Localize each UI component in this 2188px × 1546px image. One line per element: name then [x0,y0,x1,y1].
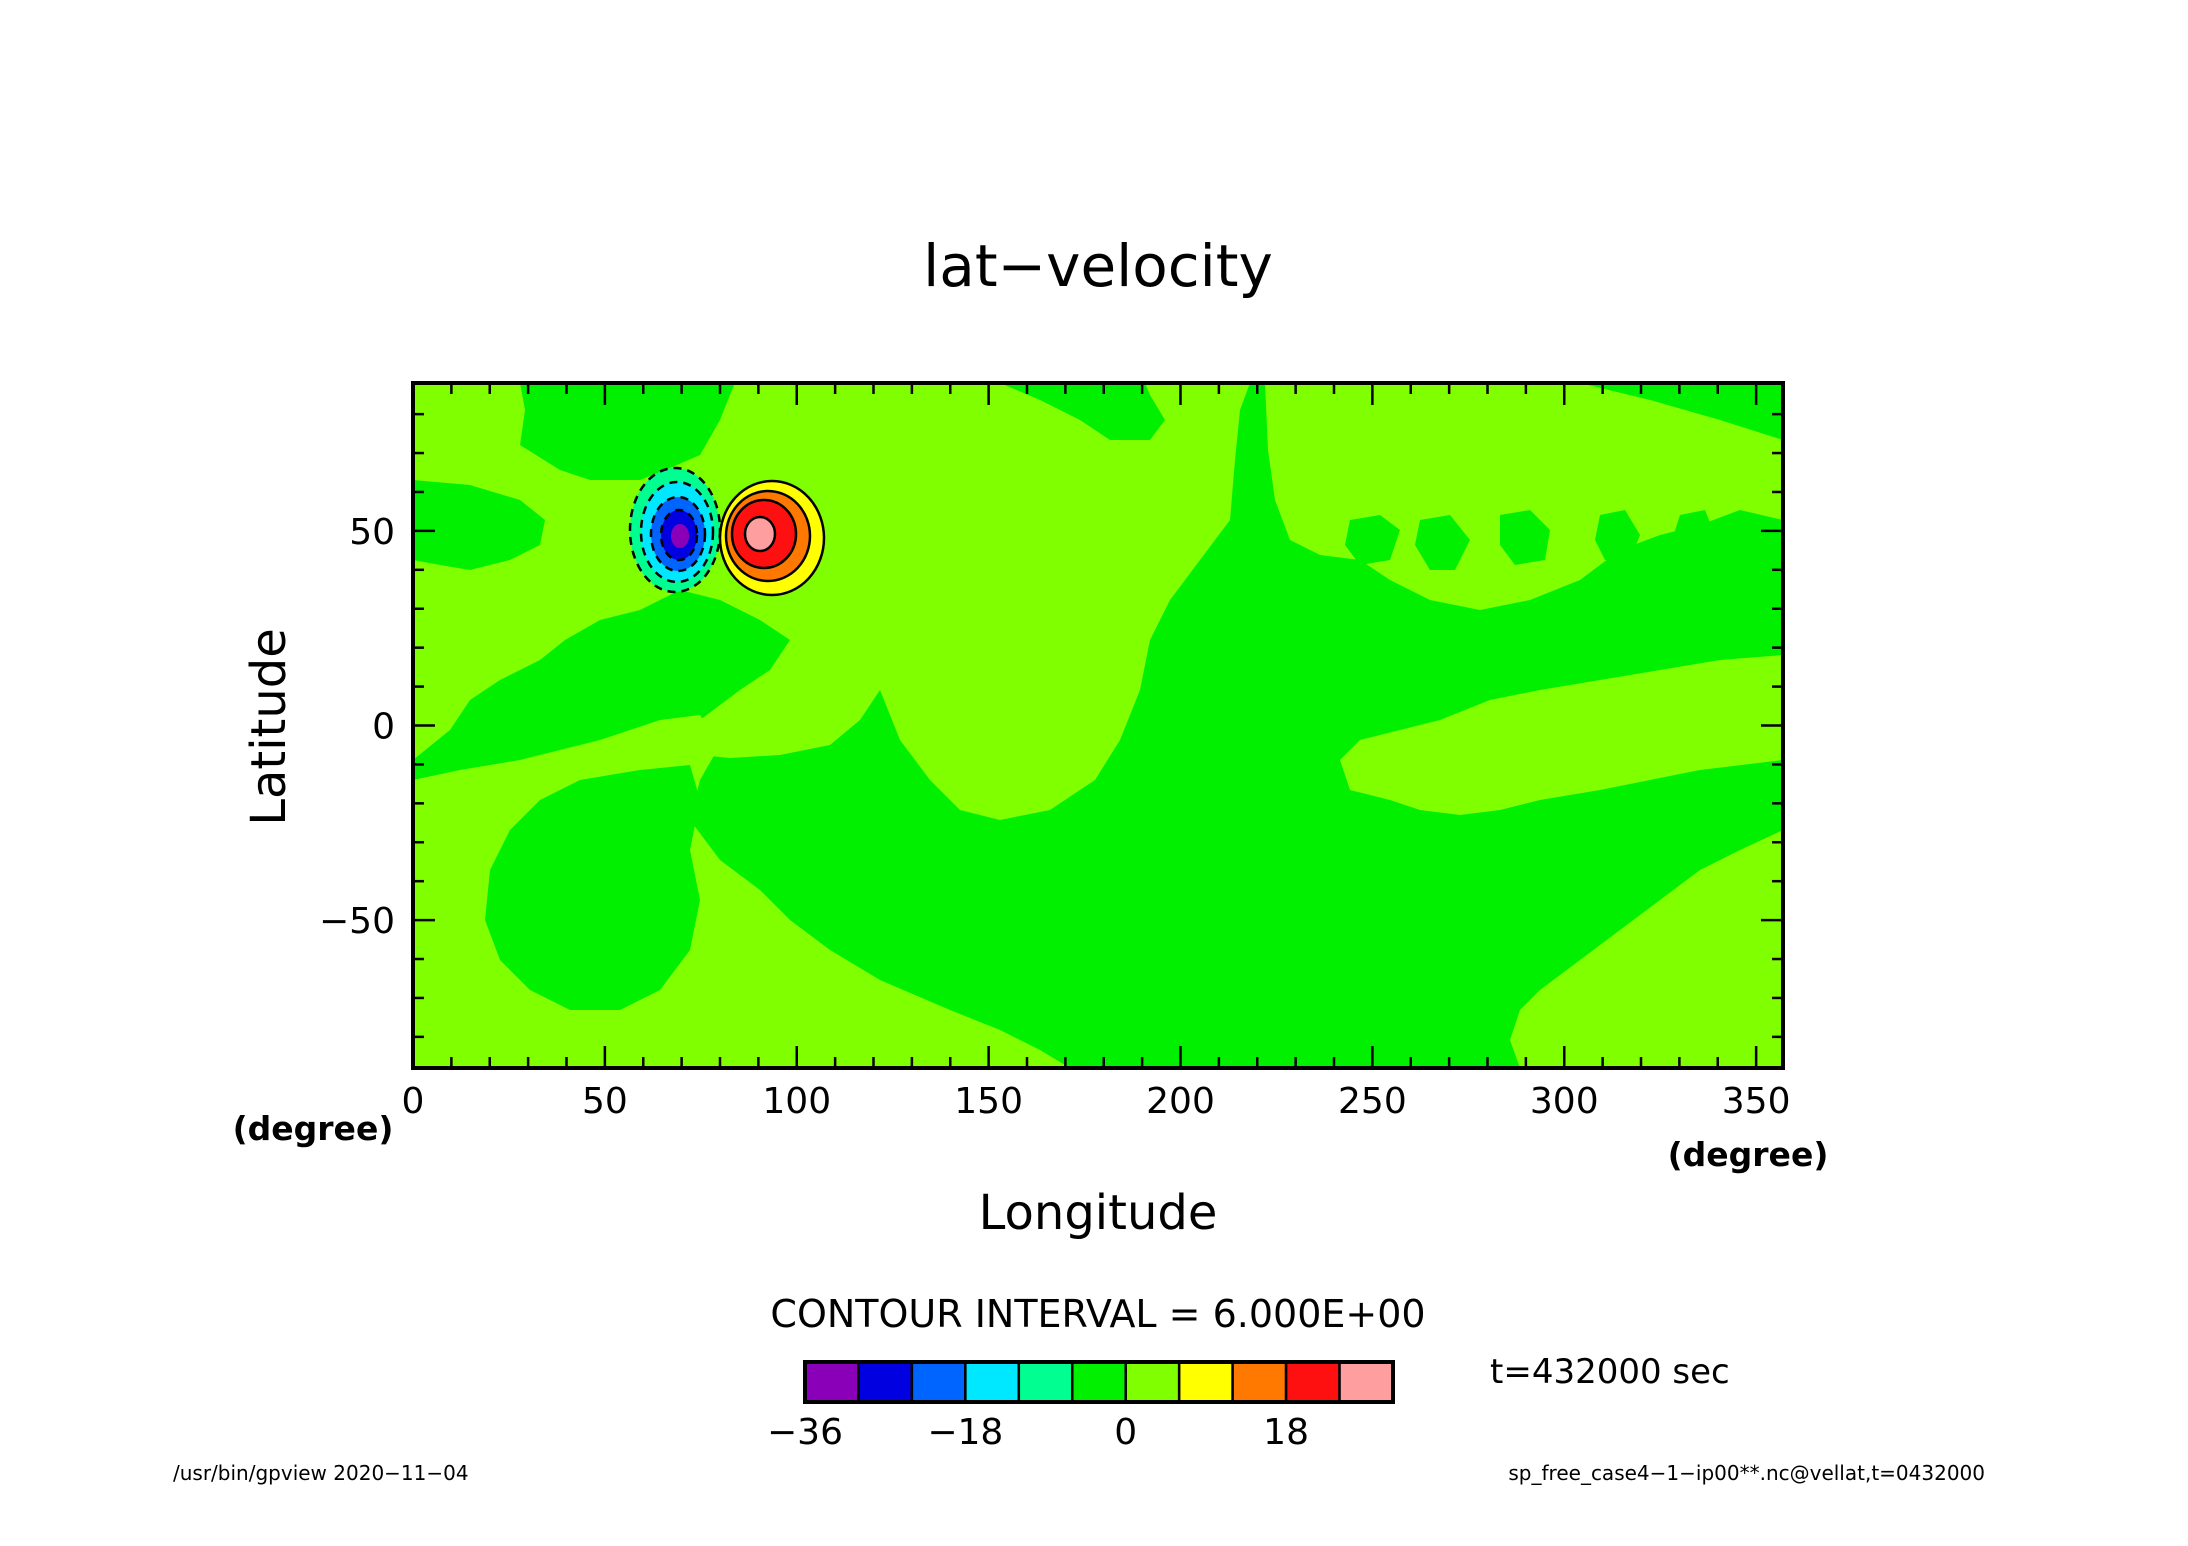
x-tick-label: 250 [1338,1081,1407,1122]
region-positive-east-upper [1265,383,1783,610]
island-northwest [413,480,545,570]
axis-ticks [411,383,1783,1068]
x-tick-label: 200 [1146,1081,1215,1122]
colorbar-frame [803,1360,1395,1404]
x-tick-labels: 0 50 100 150 200 250 300 350 [402,1081,1791,1122]
colorbar-tick-label: 18 [1263,1412,1309,1453]
colorbar-swatch [1231,1360,1288,1404]
island-southwest [485,765,700,1010]
colorbar-swatch [1017,1360,1074,1404]
colorbar-swatch [803,1360,860,1404]
colorbar-swatch [1071,1360,1127,1404]
x-tick-label: 350 [1722,1081,1791,1122]
region-positive-west-upper [413,383,1250,820]
region-positive-east-lower [1510,830,1783,1068]
x-axis-label: Longitude [979,1185,1218,1241]
x-tick-label: 150 [954,1081,1023,1122]
colorbar-swatch [857,1360,914,1404]
y-tick-label: 50 [349,512,395,553]
neg-contour-3 [649,495,707,573]
neg-contour-4 [659,508,699,562]
region-positive-east-mid [1340,655,1783,815]
island-center-south [1000,830,1200,1040]
x-unit-label: (degree) [1668,1135,1829,1174]
contour-interval-label: CONTOUR INTERVAL = 6.000E+00 [770,1292,1425,1336]
colorbar-swatch [964,1360,1021,1404]
colorbar-tick-labels: −36 −18 0 18 [767,1412,1309,1453]
footer-right: sp_free_case4−1−ip00**.nc@vellat,t=04320… [1508,1461,1985,1485]
colorbar-swatch [1338,1360,1395,1404]
colorbar [803,1360,1395,1404]
colorbar-swatch [1124,1360,1181,1404]
footer-left: /usr/bin/gpview 2020−11−04 [173,1461,469,1485]
time-label: t=432000 sec [1490,1352,1730,1392]
colorbar-swatch [910,1360,967,1404]
y-tick-label: −50 [319,901,395,942]
neg-contour-2 [639,480,715,584]
colorbar-tick-label: −36 [767,1412,843,1453]
x-tick-label: 50 [582,1081,628,1122]
colorbar-swatch [1284,1360,1341,1404]
island-west-upper [530,395,700,475]
x-tick-label: 300 [1530,1081,1599,1122]
neg-cell-l5 [671,524,689,548]
neg-contour-1 [628,466,722,594]
colorbar-tick-label: −18 [927,1412,1003,1453]
island-northeast-bands [1345,510,1715,570]
colorbar-swatch [1177,1360,1234,1404]
y-unit-label: (degree) [233,1109,394,1148]
x-tick-label: 100 [762,1081,831,1122]
contour-field [413,383,1783,1068]
chart-title: lat−velocity [923,232,1273,300]
y-tick-label: 0 [372,707,395,748]
colorbar-tick-label: 0 [1114,1412,1137,1453]
y-axis-label: Latitude [241,628,297,826]
pos-cell-l4 [743,515,777,553]
x-tick-label: 0 [402,1081,425,1122]
y-tick-labels: −50 0 50 [319,512,395,942]
